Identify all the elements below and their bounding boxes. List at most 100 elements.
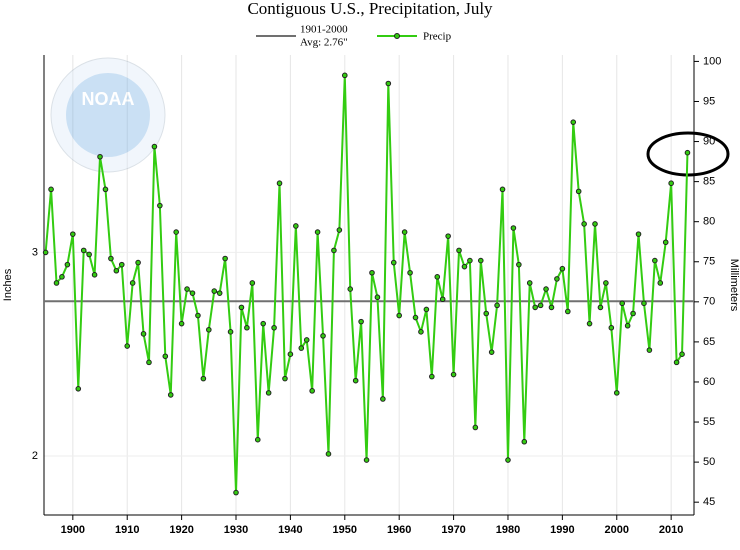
data-point bbox=[352, 377, 359, 384]
x-tick-label: 1940 bbox=[278, 524, 302, 536]
data-point bbox=[167, 392, 174, 398]
data-point bbox=[461, 263, 468, 270]
logo-text: NOAA bbox=[82, 89, 135, 109]
data-point bbox=[293, 223, 299, 229]
data-point bbox=[401, 229, 408, 235]
data-point bbox=[276, 180, 283, 187]
data-point bbox=[303, 337, 310, 343]
x-tick-label: 1950 bbox=[333, 524, 357, 536]
data-point bbox=[608, 324, 615, 331]
data-point bbox=[521, 438, 528, 445]
data-point bbox=[336, 227, 343, 233]
data-point bbox=[135, 259, 141, 266]
data-point bbox=[374, 294, 381, 301]
x-tick-label: 1960 bbox=[387, 524, 411, 536]
data-point bbox=[423, 306, 430, 313]
data-point bbox=[570, 119, 577, 125]
data-point bbox=[59, 274, 65, 280]
data-point bbox=[488, 349, 495, 355]
data-point bbox=[358, 318, 364, 325]
data-point bbox=[390, 259, 397, 266]
data-point bbox=[102, 186, 109, 193]
data-point bbox=[265, 390, 272, 396]
data-point bbox=[157, 202, 163, 209]
y-tick-label: 3 bbox=[32, 246, 38, 258]
data-point bbox=[646, 347, 653, 353]
data-point bbox=[108, 255, 114, 262]
data-point bbox=[505, 457, 511, 463]
data-point bbox=[652, 257, 658, 264]
x-tick-label: 1920 bbox=[169, 524, 193, 536]
data-point bbox=[630, 310, 636, 317]
data-point bbox=[341, 72, 348, 79]
data-point bbox=[472, 424, 479, 431]
data-point bbox=[450, 371, 457, 378]
data-point bbox=[91, 272, 98, 278]
data-point bbox=[613, 390, 620, 396]
y2-tick-label: 55 bbox=[703, 416, 715, 428]
data-point bbox=[86, 251, 92, 258]
data-point bbox=[48, 186, 54, 193]
data-point bbox=[396, 312, 402, 319]
data-point bbox=[668, 180, 674, 187]
data-point bbox=[597, 304, 604, 311]
legend-avg-label: 1901-2000 bbox=[300, 24, 348, 36]
data-point bbox=[227, 329, 234, 335]
data-point bbox=[271, 324, 277, 331]
data-point bbox=[140, 331, 147, 337]
y2-tick-label: 75 bbox=[703, 256, 715, 268]
data-point bbox=[439, 296, 446, 303]
y2-tick-label: 90 bbox=[703, 135, 715, 147]
data-point bbox=[173, 229, 179, 235]
data-point bbox=[657, 280, 664, 286]
data-point bbox=[189, 290, 196, 296]
data-point bbox=[260, 320, 267, 327]
data-point bbox=[162, 353, 169, 360]
data-point bbox=[70, 231, 76, 237]
y2-tick-label: 45 bbox=[703, 496, 715, 508]
logo-disc bbox=[66, 73, 150, 157]
data-point bbox=[216, 290, 223, 296]
data-point bbox=[184, 286, 190, 292]
x-tick-label: 2010 bbox=[659, 524, 683, 536]
data-point bbox=[124, 343, 131, 349]
y2-tick-label: 70 bbox=[703, 296, 715, 308]
x-tick-label: 1910 bbox=[115, 524, 139, 536]
data-point bbox=[244, 324, 250, 331]
data-point bbox=[662, 239, 669, 246]
data-point bbox=[200, 375, 207, 382]
data-point bbox=[75, 386, 82, 392]
x-tick-label: 1900 bbox=[61, 524, 85, 536]
data-point bbox=[118, 261, 125, 268]
data-point bbox=[309, 388, 315, 394]
data-point bbox=[548, 304, 555, 311]
legend-precip-label: Precip bbox=[423, 31, 452, 43]
data-point bbox=[363, 457, 370, 463]
highlight-ellipse bbox=[646, 131, 730, 177]
data-point bbox=[477, 257, 484, 264]
y2-tick-label: 80 bbox=[703, 216, 715, 228]
legend-avg-label: Avg: 2.76" bbox=[300, 37, 348, 49]
data-point bbox=[282, 375, 288, 382]
data-point bbox=[575, 188, 582, 195]
data-point bbox=[456, 247, 462, 254]
data-point bbox=[206, 326, 212, 333]
data-point bbox=[532, 304, 538, 311]
data-point bbox=[641, 300, 647, 307]
data-point bbox=[97, 153, 103, 160]
data-point bbox=[679, 351, 685, 358]
data-point bbox=[347, 286, 354, 292]
data-point bbox=[151, 143, 158, 150]
logo: NOAA bbox=[50, 57, 166, 173]
y-axis-label: Inches bbox=[2, 268, 14, 301]
data-point bbox=[559, 265, 566, 272]
data-point bbox=[64, 261, 71, 268]
data-point bbox=[586, 320, 593, 327]
data-point bbox=[129, 280, 136, 286]
y2-axis-label: Millimeters bbox=[728, 259, 740, 312]
data-point bbox=[445, 233, 451, 239]
data-point bbox=[385, 80, 392, 87]
data-point bbox=[554, 276, 560, 282]
data-point bbox=[467, 257, 473, 264]
